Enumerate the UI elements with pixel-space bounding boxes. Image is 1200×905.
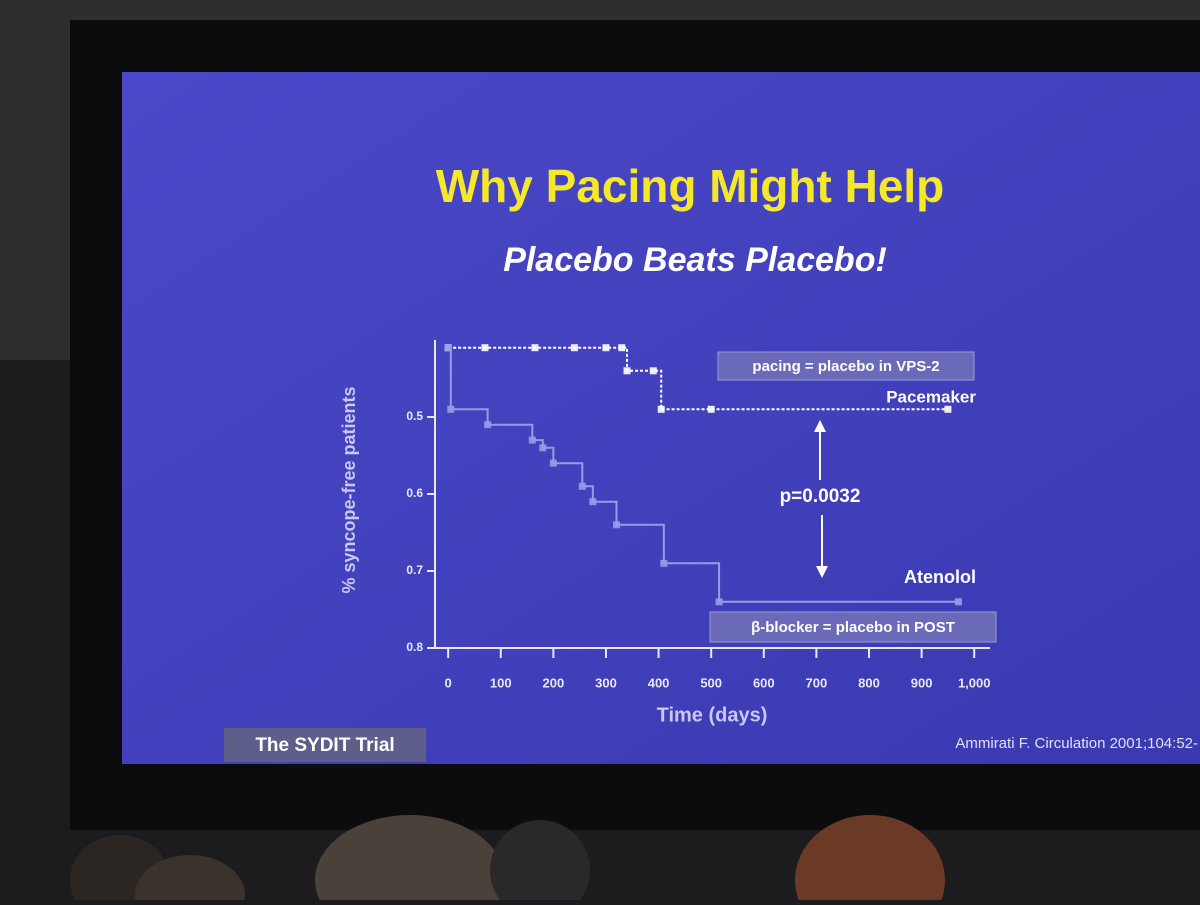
plot: 0.5 0.6 0.7 0.8 0 100 200 300 400 500 600 700 800 900… xyxy=(406,340,990,690)
data-point xyxy=(531,344,539,352)
audience-head xyxy=(135,855,245,905)
data-point xyxy=(602,344,610,352)
x-tick-label: 1,000 xyxy=(958,675,991,690)
data-point xyxy=(954,598,962,606)
x-tick-label: 800 xyxy=(858,675,880,690)
data-point xyxy=(657,405,665,413)
annotation-box xyxy=(709,611,997,643)
arrow-head xyxy=(816,566,828,578)
data-point xyxy=(618,344,626,352)
x-tick-label: 0 xyxy=(445,675,452,690)
data-point xyxy=(549,459,557,467)
data-point xyxy=(539,444,547,452)
data-point xyxy=(570,344,578,352)
y-tick-label: 0.5 xyxy=(406,409,423,423)
x-tick-label: 100 xyxy=(490,675,512,690)
x-tick-label: 300 xyxy=(595,675,617,690)
data-point xyxy=(660,559,668,567)
series-line xyxy=(448,346,959,603)
y-tick-label: 0.6 xyxy=(406,486,423,500)
x-tick-label: 200 xyxy=(543,675,565,690)
annotation: p=0.0032 xyxy=(780,486,861,507)
footnote-box xyxy=(224,728,426,762)
audience-head xyxy=(490,820,590,905)
y-tick-label: 0.7 xyxy=(406,563,423,577)
data-point xyxy=(481,344,489,352)
x-tick-label: 400 xyxy=(648,675,670,690)
x-tick-label: 500 xyxy=(700,675,722,690)
data-point xyxy=(944,405,952,413)
data-point xyxy=(444,344,452,352)
data-point xyxy=(447,405,455,413)
data-point xyxy=(649,367,657,375)
x-tick-label: 900 xyxy=(911,675,933,690)
data-point xyxy=(707,405,715,413)
data-point xyxy=(612,521,620,529)
y-tick-label: 0.8 xyxy=(406,640,423,654)
annotation-box xyxy=(717,351,975,381)
audience-head xyxy=(795,815,945,905)
audience-head xyxy=(315,815,505,905)
citation: Ammirati F. Circulation 2001;104:52- xyxy=(955,735,1198,752)
data-point xyxy=(715,598,723,606)
annotation: pacing = placebo in VPS-2 xyxy=(752,358,939,375)
x-tick-label: 700 xyxy=(806,675,828,690)
annotation: β-blocker = placebo in POST xyxy=(751,619,955,636)
data-point xyxy=(578,482,586,490)
data-point xyxy=(528,436,536,444)
series-label: Pacemaker xyxy=(886,387,976,406)
footnote: The SYDIT Trial xyxy=(255,735,394,756)
data-point xyxy=(623,367,631,375)
series-label: Atenolol xyxy=(904,567,976,587)
title: Why Pacing Might Help xyxy=(436,160,945,212)
data-point xyxy=(484,421,492,429)
y-axis-label: % syncope-free patients xyxy=(339,386,359,593)
subtitle: Placebo Beats Placebo! xyxy=(503,241,887,279)
x-tick-label: 600 xyxy=(753,675,775,690)
arrow-head xyxy=(814,420,826,432)
x-axis-label: Time (days) xyxy=(657,704,768,726)
data-point xyxy=(589,498,597,506)
